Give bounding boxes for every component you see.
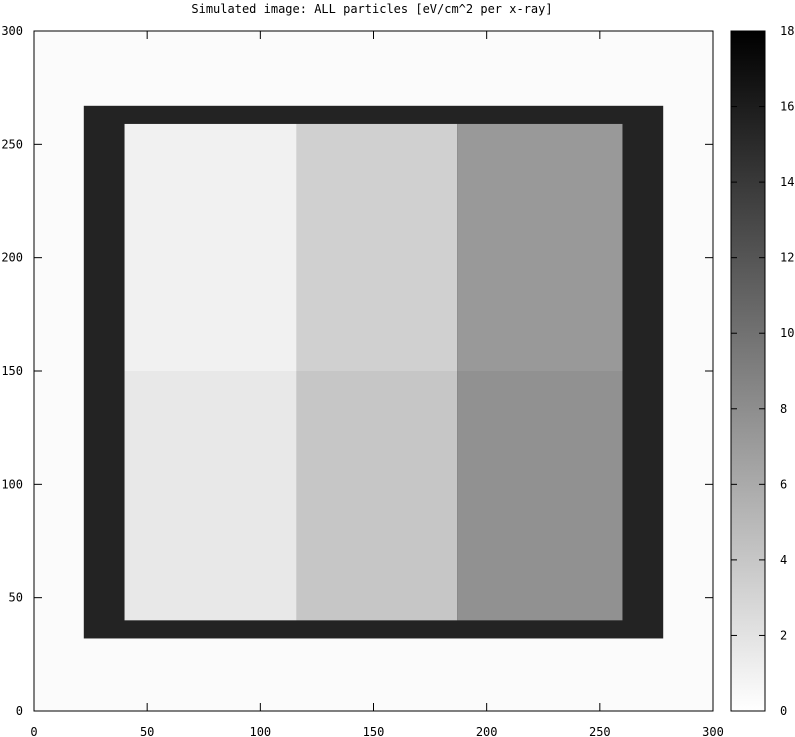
y-tick-label: 250 <box>1 137 23 151</box>
x-tick-label: 300 <box>702 725 724 737</box>
chart-title: Simulated image: ALL particles [eV/cm^2 … <box>191 2 552 16</box>
heatmap-region-left-lower <box>124 371 297 621</box>
colorbar-tick-label: 4 <box>780 553 787 567</box>
x-tick-label: 100 <box>249 725 271 737</box>
x-tick-label: 0 <box>30 725 37 737</box>
colorbar: 0 2 4 6 8 10 12 14 16 18 <box>730 24 794 718</box>
x-tick-label: 150 <box>363 725 385 737</box>
heatmap-region-right-upper <box>457 123 623 371</box>
colorbar-tick-label: 8 <box>780 402 787 416</box>
colorbar-tick-label: 0 <box>780 704 787 718</box>
heatmap-region-middle-upper <box>296 123 458 371</box>
plot-area <box>34 31 713 711</box>
colorbar-tick-label: 16 <box>780 100 794 114</box>
y-tick-label: 50 <box>9 591 23 605</box>
colorbar-gradient <box>730 30 766 712</box>
heatmap-region-right-lower <box>457 371 623 621</box>
axes: 0 50 100 150 200 250 300 0 50 100 150 200 250 300 <box>1 24 724 737</box>
x-tick-label: 50 <box>140 725 154 737</box>
x-tick-label: 200 <box>476 725 498 737</box>
y-tick-label: 300 <box>1 24 23 38</box>
x-tick-label: 250 <box>589 725 611 737</box>
colorbar-tick-label: 2 <box>780 628 787 642</box>
y-tick-label: 100 <box>1 477 23 491</box>
colorbar-tick-label: 6 <box>780 477 787 491</box>
y-tick-label: 150 <box>1 364 23 378</box>
heatmap-region-left-upper <box>124 123 297 371</box>
heatmap-region-middle-lower <box>296 371 458 621</box>
colorbar-tick-label: 14 <box>780 175 794 189</box>
colorbar-tick-label: 18 <box>780 24 794 38</box>
colorbar-tick-label: 12 <box>780 251 794 265</box>
y-tick-label: 0 <box>16 704 23 718</box>
y-tick-label: 200 <box>1 251 23 265</box>
colorbar-tick-label: 10 <box>780 326 794 340</box>
